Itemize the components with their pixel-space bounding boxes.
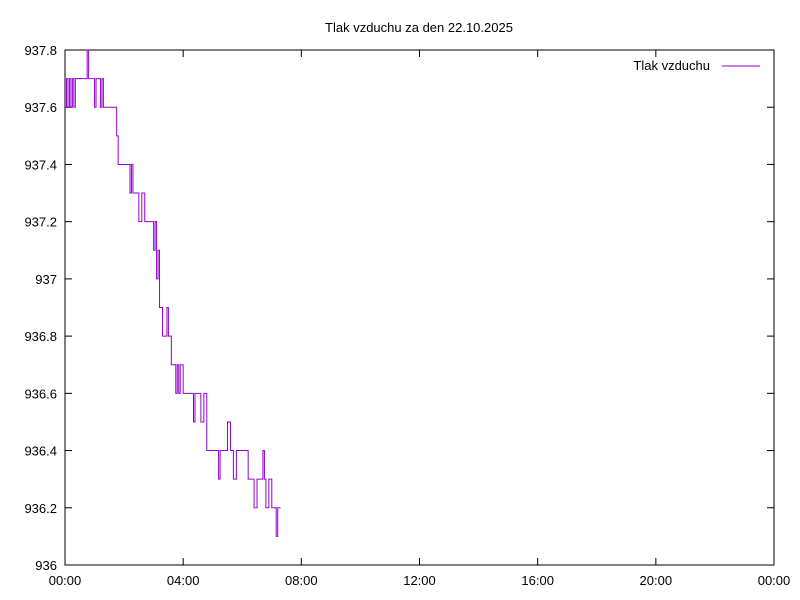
x-tick-label: 20:00 — [640, 573, 673, 588]
y-tick-label: 937.2 — [24, 215, 57, 230]
series-lines — [65, 49, 281, 537]
y-tick-label: 937.6 — [24, 100, 57, 115]
y-tick-label: 936.6 — [24, 386, 57, 401]
chart-title: Tlak vzduchu za den 22.10.2025 — [325, 20, 513, 35]
x-tick-label: 04:00 — [167, 573, 200, 588]
x-tick-label: 16:00 — [521, 573, 554, 588]
y-tick-label: 936 — [35, 558, 57, 573]
x-tick-label: 08:00 — [285, 573, 318, 588]
series-line-0 — [65, 49, 281, 537]
axis-tick-labels: 936 936.2 936.4 936.6 936.8 937 937.2 937.4 937.… — [24, 43, 790, 588]
y-tick-label: 936.4 — [24, 444, 57, 459]
x-tick-label: 00:00 — [49, 573, 82, 588]
y-tick-label: 937.4 — [24, 157, 57, 172]
plot-frame — [64, 49, 775, 566]
x-tick-label: 12:00 — [403, 573, 436, 588]
x-tick-label: 00:00 — [758, 573, 791, 588]
y-tick-label: 937 — [35, 272, 57, 287]
y-tick-label: 936.8 — [24, 329, 57, 344]
y-tick-label: 936.2 — [24, 501, 57, 516]
legend: Tlak vzduchu — [633, 58, 760, 73]
legend-label: Tlak vzduchu — [633, 58, 710, 73]
y-tick-label: 937.8 — [24, 43, 57, 58]
axis-ticks — [64, 49, 775, 566]
